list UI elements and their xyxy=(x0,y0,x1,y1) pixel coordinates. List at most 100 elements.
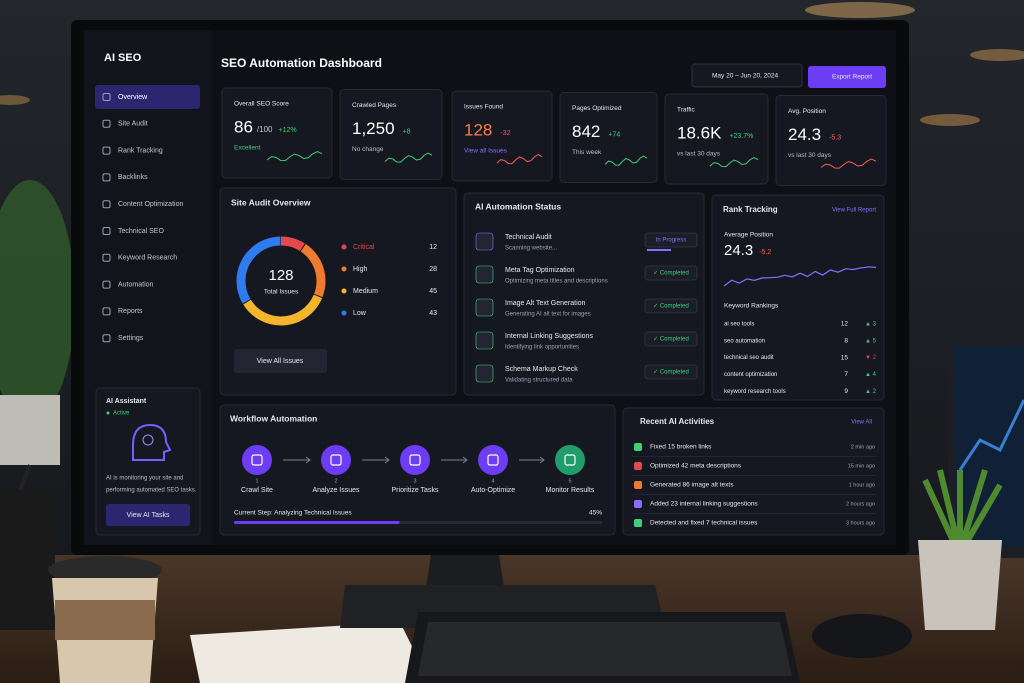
nav-icon xyxy=(102,280,111,289)
activity-time: 3 hours ago xyxy=(846,520,875,526)
kpi-change: +23.7% xyxy=(729,133,753,140)
kpi-note[interactable]: View all Issues xyxy=(464,148,508,155)
kpi-value: 842 xyxy=(572,122,600,141)
legend-dot xyxy=(341,288,347,294)
kpi-change: -32 xyxy=(500,130,510,137)
progress-bar xyxy=(234,521,400,524)
nav-item[interactable]: Settings xyxy=(118,335,144,342)
pencil-holder xyxy=(0,464,55,630)
nav-item[interactable]: Rank Tracking xyxy=(118,147,163,154)
nav-item[interactable]: Backlinks xyxy=(118,174,148,181)
keyword-change: ▲ 2 xyxy=(865,389,877,395)
donut-label: Total Issues xyxy=(264,289,299,296)
step-circle xyxy=(478,445,508,475)
nav-icon xyxy=(102,200,111,209)
card-title: Site Audit Overview xyxy=(231,197,311,207)
status-pill xyxy=(644,232,698,248)
kpi-label: Overall SEO Score xyxy=(234,101,289,108)
kpi-note[interactable]: Excellent xyxy=(234,145,261,152)
nav-item[interactable]: Automation xyxy=(118,281,154,288)
notebook xyxy=(190,622,430,683)
donut-segment xyxy=(236,236,326,326)
status-pill xyxy=(644,265,698,281)
kpi-card xyxy=(775,95,887,186)
avg-value: 24.3 xyxy=(724,242,753,259)
issues-button-label[interactable]: View All Issues xyxy=(257,358,304,365)
task-status: ✓ Completed xyxy=(653,304,689,310)
page-title: SEO Automation Dashboard xyxy=(221,56,382,70)
donut-segment xyxy=(236,236,326,326)
nav-icon xyxy=(102,93,111,101)
step-name: Monitor Results xyxy=(546,487,595,494)
keyword: content optimization xyxy=(724,372,777,378)
nav-item[interactable]: Keyword Research xyxy=(118,255,177,262)
step-number: 3 xyxy=(413,478,416,484)
kpi-note: vs last 30 days xyxy=(788,152,832,159)
activity-text: Fixed 15 broken links xyxy=(650,444,712,451)
card-link[interactable]: View All xyxy=(851,420,872,426)
legend-count: 12 xyxy=(429,244,437,251)
step-glyph xyxy=(251,454,263,466)
sparkline xyxy=(604,155,648,166)
keyword-change: ▲ 5 xyxy=(865,338,877,344)
assistant-button-label[interactable]: View AI Tasks xyxy=(127,512,170,519)
export-button[interactable] xyxy=(808,66,886,88)
task-name: Technical Audit xyxy=(505,234,552,241)
export-button-label[interactable]: Export Report xyxy=(832,74,872,81)
step-circle xyxy=(400,445,430,475)
step-number: 4 xyxy=(491,478,494,484)
step-glyph xyxy=(330,454,342,466)
assistant-brain xyxy=(142,434,154,446)
activity-text: Added 23 internal linking suggestions xyxy=(650,501,758,508)
nav-icon xyxy=(102,334,111,343)
card-link[interactable]: View Full Report xyxy=(832,208,876,214)
keyword-position: 7 xyxy=(844,371,848,378)
avg-change: -5.2 xyxy=(759,249,771,256)
keyword-change: ▲ 3 xyxy=(865,322,877,328)
assistant-button[interactable] xyxy=(106,504,190,526)
activity-time: 1 hour ago xyxy=(849,482,875,488)
mouse xyxy=(812,614,912,658)
coffee-cup xyxy=(48,556,162,683)
legend-label: High xyxy=(353,266,368,273)
keyword-position: 12 xyxy=(841,321,849,328)
kpi-value: 86 xyxy=(234,117,253,136)
rank-line xyxy=(723,266,877,287)
assistant-head xyxy=(132,423,172,461)
step-number: 2 xyxy=(334,478,337,484)
nav-item[interactable]: Content Optimization xyxy=(118,201,183,208)
legend-dot xyxy=(341,310,347,316)
nav-item[interactable]: Site Audit xyxy=(118,121,148,128)
nav-item[interactable]: Reports xyxy=(118,308,143,315)
ai-assistant-card xyxy=(95,387,201,536)
issues-button[interactable] xyxy=(234,349,327,373)
nav-icon xyxy=(102,146,111,155)
nav-item[interactable]: Overview xyxy=(118,94,148,101)
date-picker[interactable] xyxy=(691,63,803,88)
assistant-text: AI is monitoring your site and xyxy=(106,476,183,482)
step-circle xyxy=(555,445,585,475)
nav-icon xyxy=(102,307,111,316)
kpi-value: 24.3 xyxy=(788,125,821,144)
step-arrow xyxy=(283,456,311,464)
kpi-change: +12% xyxy=(279,127,297,134)
date-range[interactable]: May 20 – Jun 20, 2024 xyxy=(712,73,779,80)
legend-dot xyxy=(341,266,347,272)
step-name: Analyze Issues xyxy=(312,487,360,494)
card-title: Recent AI Activities xyxy=(640,417,715,426)
step-name: Prioritize Tasks xyxy=(392,487,439,494)
keyword: technical seo audit xyxy=(724,355,774,361)
activity-text: Detected and fixed 7 technical issues xyxy=(650,520,758,527)
task-icon xyxy=(475,265,494,284)
keyword-change: ▲ 4 xyxy=(865,372,877,378)
task-icon xyxy=(475,364,494,383)
task-name: Meta Tag Optimization xyxy=(505,267,575,274)
kpi-label: Crawled Pages xyxy=(352,102,397,109)
nav-item[interactable]: Technical SEO xyxy=(118,228,164,235)
kpi-note: vs last 30 days xyxy=(677,151,721,158)
kpi-label: Avg. Position xyxy=(788,108,826,115)
kpi-change: +8 xyxy=(403,128,411,135)
sparkline xyxy=(384,152,433,163)
step-arrow xyxy=(519,456,545,464)
